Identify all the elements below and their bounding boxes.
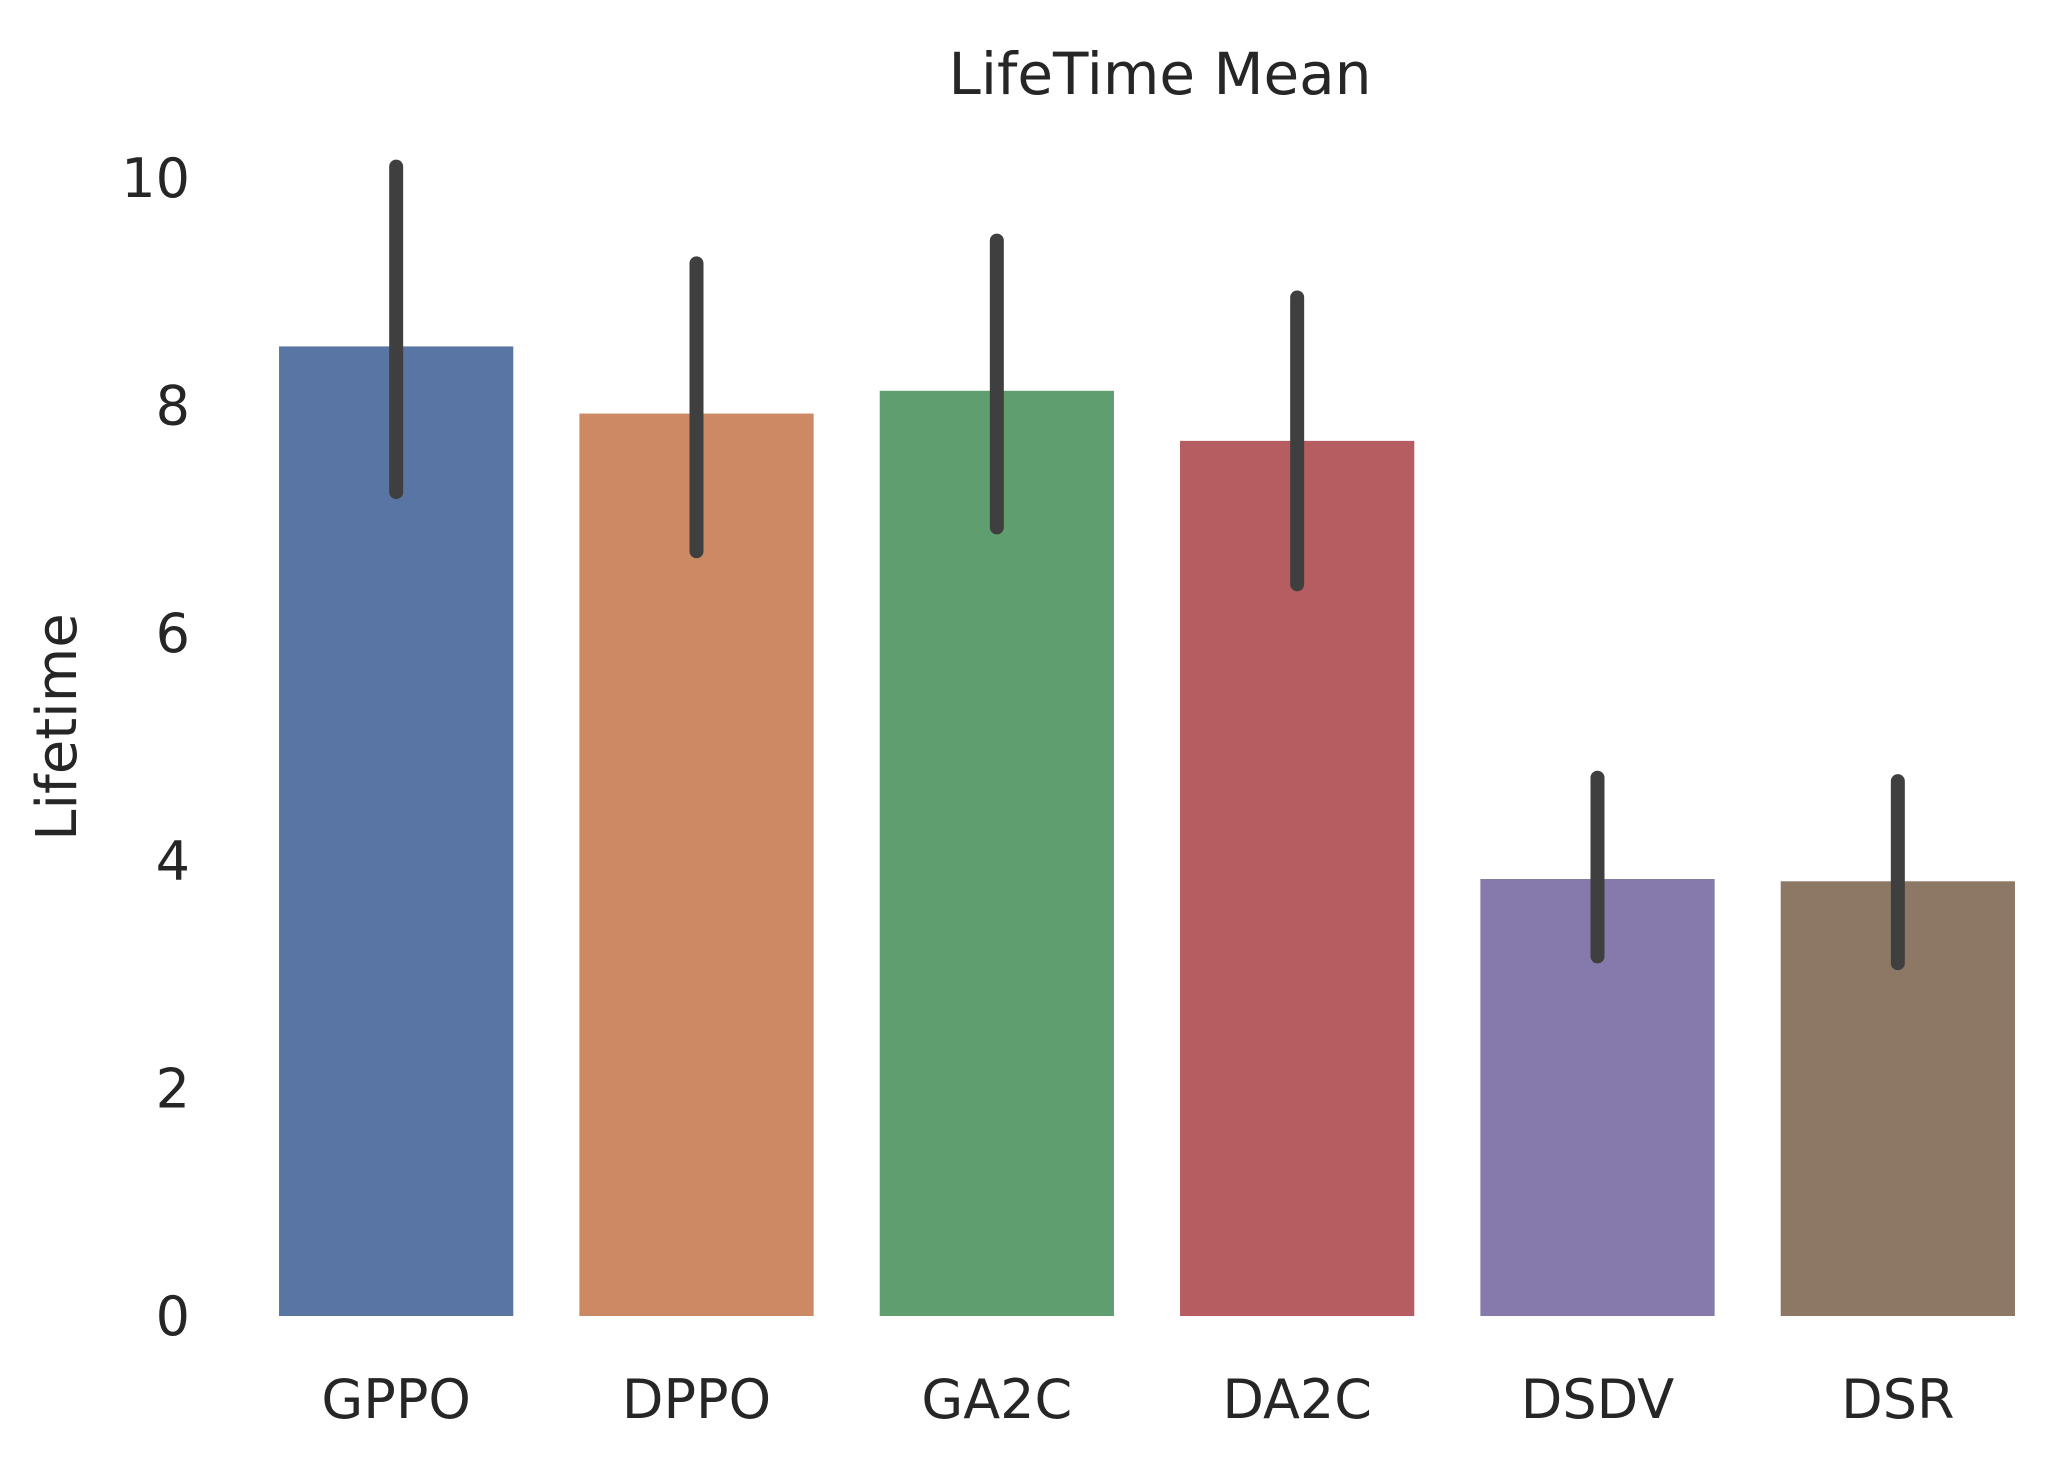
bars-group (279, 346, 2015, 1316)
chart-title: LifeTime Mean (949, 40, 1372, 108)
x-tick-label-gppo: GPPO (321, 1368, 470, 1431)
y-tick-label: 4 (156, 830, 190, 893)
y-tick-label: 6 (156, 602, 190, 665)
bar-ga2c[interactable] (879, 390, 1114, 1316)
x-tick-label-da2c: DA2C (1222, 1368, 1372, 1431)
y-tick-label: 10 (121, 147, 190, 210)
error-bars-group (389, 159, 1905, 971)
y-axis-label: Lifetime (25, 613, 90, 840)
y-tick-label: 2 (156, 1057, 190, 1120)
x-tick-label-dppo: DPPO (622, 1368, 771, 1431)
x-tick-label-dsr: DSR (1841, 1368, 1954, 1431)
y-axis-ticks: 0 2 4 6 8 10 (121, 147, 190, 1348)
x-axis-ticks: GPPO DPPO GA2C DA2C DSDV DSR (321, 1368, 1954, 1431)
x-tick-label-dsdv: DSDV (1521, 1368, 1674, 1431)
y-tick-label: 0 (156, 1285, 190, 1348)
y-tick-label: 8 (156, 375, 190, 438)
bar-dppo[interactable] (579, 413, 814, 1316)
x-tick-label-ga2c: GA2C (921, 1368, 1072, 1431)
bar-gppo[interactable] (279, 346, 514, 1316)
